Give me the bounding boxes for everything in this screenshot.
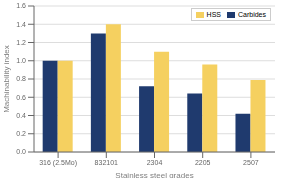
svg-text:316 (2.5Mo): 316 (2.5Mo) — [39, 159, 77, 167]
html-text:Carbides: Carbides — [238, 11, 266, 18]
svg-text:1.0: 1.0 — [16, 57, 26, 64]
svg-text:0.0: 0.0 — [16, 148, 26, 155]
svg-text:832101: 832101 — [95, 159, 118, 166]
svg-text:0.8: 0.8 — [16, 75, 26, 82]
svg-text:1.6: 1.6 — [16, 2, 26, 9]
svg-text:2507: 2507 — [243, 159, 259, 166]
svg-text:1.2: 1.2 — [16, 39, 26, 46]
html-text:HSS: HSS — [206, 11, 221, 18]
svg-text:1.4: 1.4 — [16, 21, 26, 28]
svg-text:Machinability index: Machinability index — [8, 45, 11, 113]
svg-text:2205: 2205 — [195, 159, 211, 166]
svg-text:0.2: 0.2 — [16, 130, 26, 137]
svg-text:2304: 2304 — [147, 159, 163, 166]
svg-text:Stainless steel grades: Stainless steel grades — [115, 171, 193, 178]
svg-text:0.4: 0.4 — [16, 112, 26, 119]
svg-text:0.6: 0.6 — [16, 94, 26, 101]
